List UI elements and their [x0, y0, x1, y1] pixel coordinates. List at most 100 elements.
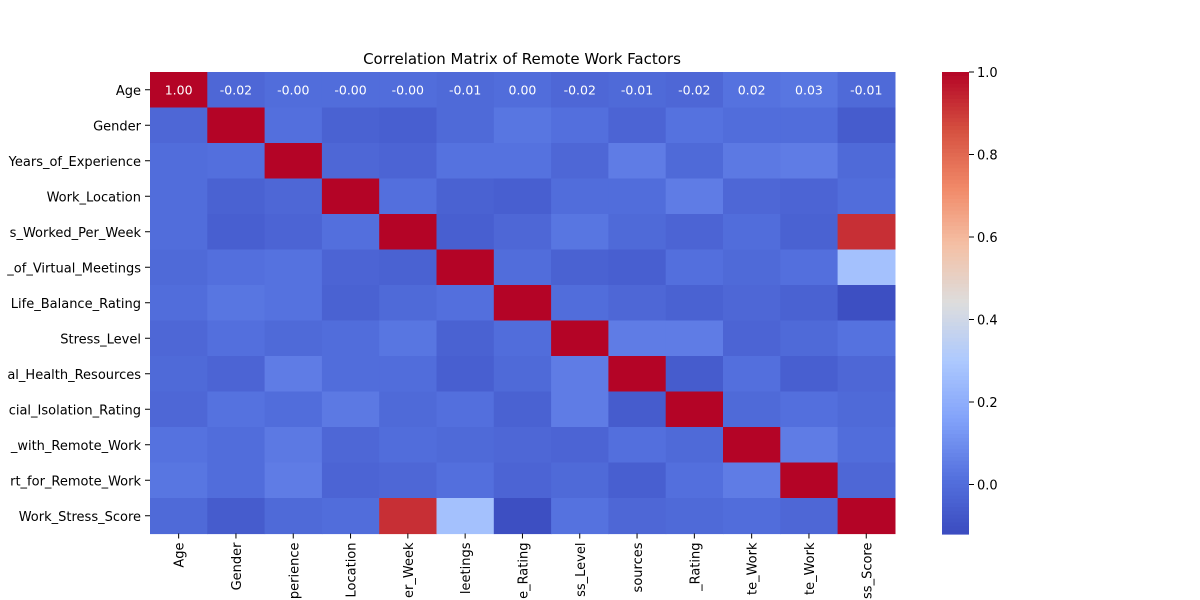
y-tick-label: Stress_Level [60, 332, 141, 347]
x-tick-label: perience [287, 543, 302, 600]
heatmap-cell [379, 285, 438, 322]
colorbar-segment [942, 518, 969, 524]
heatmap-cell [780, 249, 839, 286]
colorbar-segment [942, 79, 969, 85]
colorbar-segment [942, 430, 969, 435]
y-tick-label: al_Health_Resources [7, 368, 141, 383]
colorbar-segment [942, 403, 969, 408]
heatmap-cell [207, 285, 266, 322]
colorbar-segment [942, 322, 969, 327]
heatmap-cell [608, 320, 667, 357]
colorbar-segment [942, 437, 969, 443]
heatmap-cell [837, 320, 896, 357]
y-tick-label: Life_Balance_Rating [11, 297, 141, 312]
colorbar-segment [942, 391, 969, 396]
heatmap-cell [264, 249, 323, 286]
cell-annotation: 0.02 [738, 82, 766, 97]
colorbar-segment [942, 399, 969, 404]
colorbar-tick-label: 0.4 [977, 314, 998, 329]
colorbar-segment [942, 75, 969, 81]
colorbar-segment [942, 526, 969, 531]
heatmap-cell [608, 249, 667, 286]
x-tick-label: er_Week [402, 542, 417, 598]
y-tick-label: Age [116, 84, 141, 99]
colorbar-segment [942, 464, 969, 470]
heatmap-cell [207, 107, 266, 144]
heatmap-cell [264, 72, 323, 109]
heatmap-cell [780, 178, 839, 215]
heatmap-cell [379, 356, 438, 393]
heatmap-cell [723, 214, 781, 251]
cell-annotation: -0.02 [678, 82, 710, 97]
colorbar-segment [942, 110, 969, 115]
colorbar-segment [942, 422, 969, 427]
heatmap-cell [665, 178, 724, 215]
heatmap-cell [780, 356, 839, 393]
heatmap-cell [551, 249, 609, 286]
x-tick-label: _Rating [688, 543, 703, 592]
heatmap-cell [665, 391, 724, 428]
colorbar-segment [942, 318, 969, 323]
colorbar-segment [942, 333, 969, 339]
heatmap-cell [723, 462, 781, 499]
colorbar-segment [942, 168, 969, 173]
colorbar-segment [942, 129, 969, 135]
x-tick-label: e_Rating [516, 543, 531, 599]
heatmap-cell [665, 107, 724, 144]
heatmap-cell [723, 285, 781, 322]
heatmap-cell [780, 107, 839, 144]
colorbar-segment [942, 237, 969, 242]
colorbar-segment [942, 495, 969, 500]
y-tick-label: s_Worked_Per_Week [10, 226, 142, 241]
colorbar-segment [942, 218, 969, 223]
colorbar-segment [942, 368, 969, 373]
heatmap-cell [665, 249, 724, 286]
heatmap-cell [723, 178, 781, 215]
heatmap-cell [551, 391, 609, 428]
x-tick-label: leetings [459, 542, 474, 594]
colorbar-tick-label: 0.6 [977, 231, 998, 246]
heatmap-cell [321, 285, 380, 322]
colorbar-segment [942, 387, 969, 393]
colorbar-segment [942, 380, 969, 385]
heatmap-cell [379, 462, 438, 499]
heatmap-cell [665, 214, 724, 251]
cell-annotation: -0.00 [392, 82, 424, 97]
heatmap-cell [837, 427, 896, 464]
heatmap-cell [665, 320, 724, 357]
heatmap-cell [436, 214, 495, 251]
heatmap-cell [264, 214, 323, 251]
colorbar-segment [942, 125, 969, 131]
heatmap-cell [608, 178, 667, 215]
cell-annotation: -0.01 [449, 82, 481, 97]
colorbar-tick-label: 0.2 [977, 396, 998, 411]
heatmap-cell [150, 143, 208, 180]
colorbar-segment [942, 268, 969, 273]
x-tick-label: ss_Level [574, 543, 589, 597]
colorbar-segment [942, 87, 969, 92]
colorbar-segment [942, 95, 969, 100]
heatmap-cell [665, 462, 724, 499]
chart-title: Correlation Matrix of Remote Work Factor… [363, 50, 681, 68]
heatmap-cell [436, 462, 495, 499]
heatmap-cell [264, 356, 323, 393]
heatmap-cell [321, 214, 380, 251]
heatmap-cell [436, 72, 495, 109]
heatmap-cell [264, 498, 323, 535]
y-tick-label: Work_Stress_Score [19, 510, 141, 525]
heatmap-cell [436, 320, 495, 357]
heatmap-cell [207, 214, 266, 251]
x-tick-label: te_Work [803, 542, 818, 595]
cell-annotations: 1.00 -0.02 -0.00 -0.00 -0.00 -0.01 0.00 -0.02 -0… [165, 82, 883, 97]
cell-annotation: -0.02 [220, 82, 252, 97]
heatmap-cell [493, 143, 552, 180]
heatmap-cell [379, 320, 438, 357]
colorbar-segment [942, 414, 969, 420]
heatmap-cell [493, 178, 552, 215]
heatmap-cell [150, 427, 208, 464]
heatmap-cell [321, 391, 380, 428]
colorbar-segment [942, 195, 969, 200]
colorbar-segment [942, 345, 969, 350]
colorbar-segment [942, 480, 969, 485]
colorbar-segment [942, 510, 969, 516]
